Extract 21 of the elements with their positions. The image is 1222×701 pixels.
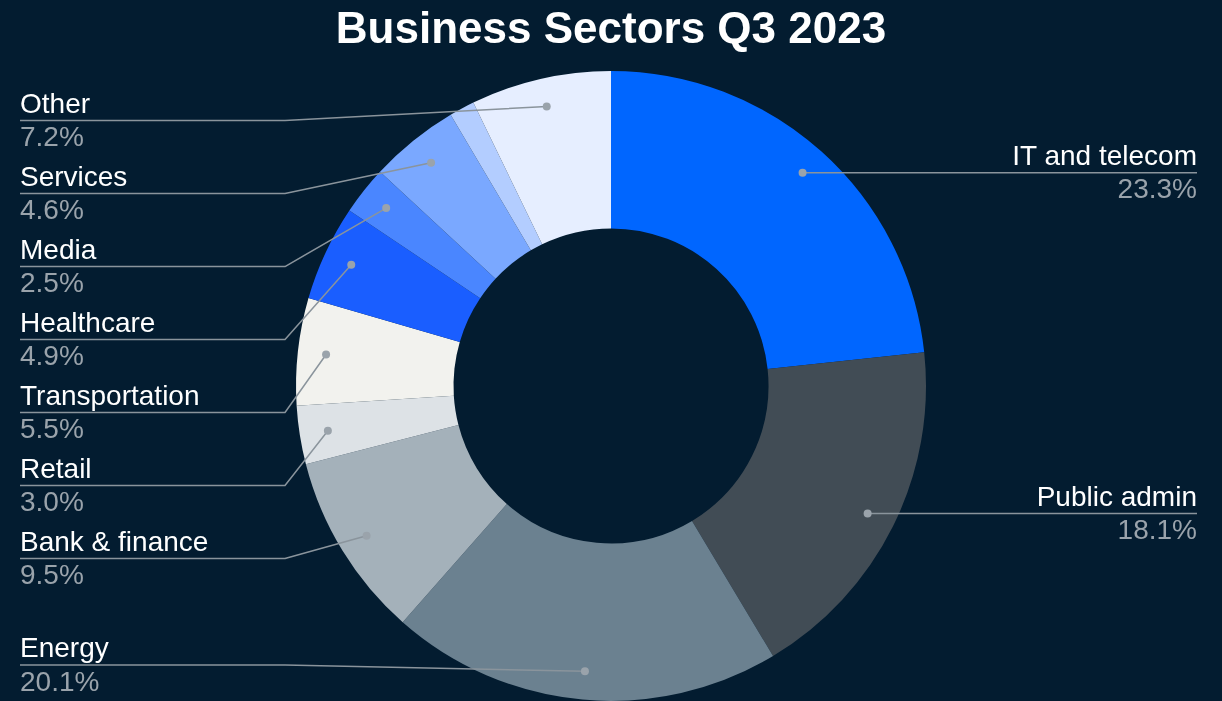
slice-label: Services bbox=[20, 160, 128, 192]
slice-label: Other bbox=[20, 87, 91, 119]
chart-title: Business Sectors Q3 2023 bbox=[335, 2, 887, 52]
slice-label: Public admin bbox=[1036, 480, 1197, 512]
data-label: 9.5% bbox=[20, 559, 84, 591]
slice-label: Retail bbox=[20, 452, 92, 484]
data-label: 23.3% bbox=[1117, 173, 1197, 205]
data-label: 20.1% bbox=[20, 665, 100, 697]
slice-label: IT and telecom bbox=[1012, 139, 1197, 171]
data-label: 18.1% bbox=[1117, 514, 1197, 546]
data-label: 7.2% bbox=[20, 121, 84, 153]
data-label: 3.0% bbox=[20, 486, 84, 518]
data-label: 2.5% bbox=[20, 267, 84, 299]
data-label: 4.9% bbox=[20, 340, 84, 372]
slice-label: Bank & finance bbox=[20, 525, 209, 557]
slice-label: Healthcare bbox=[20, 306, 156, 338]
slice-label: Transportation bbox=[20, 379, 200, 411]
slice-label: Media bbox=[20, 233, 97, 265]
slice-label: Energy bbox=[20, 632, 109, 663]
data-label: 4.6% bbox=[20, 194, 84, 226]
data-label: 5.5% bbox=[20, 413, 84, 445]
